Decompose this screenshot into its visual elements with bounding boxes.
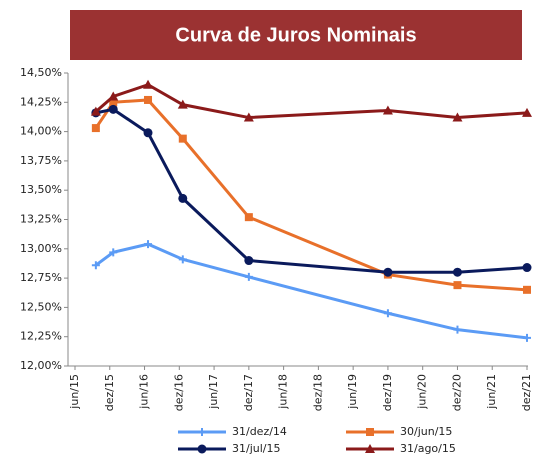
marker xyxy=(452,267,462,277)
x-tick-label: dez/16 xyxy=(172,374,185,411)
marker xyxy=(453,325,462,334)
x-tick-label: dez/17 xyxy=(242,374,255,411)
marker xyxy=(91,261,100,270)
marker xyxy=(144,240,153,249)
x-tick-label: jun/18 xyxy=(277,374,290,410)
title-banner xyxy=(70,10,522,60)
series-line xyxy=(95,107,528,274)
marker xyxy=(244,256,254,266)
marker xyxy=(382,105,393,115)
y-tick-label: 12,00% xyxy=(20,359,62,372)
marker xyxy=(90,106,101,116)
marker xyxy=(178,255,187,264)
legend-label: 31/ago/15 xyxy=(400,442,456,455)
y-tick-label: 12,75% xyxy=(20,271,62,284)
y-tick-label: 12,25% xyxy=(20,330,62,343)
marker xyxy=(522,107,532,117)
y-tick-label: 13,50% xyxy=(20,183,62,196)
marker xyxy=(522,263,532,273)
marker xyxy=(109,98,118,107)
y-tick-label: 12,50% xyxy=(20,300,62,313)
y-tick-label: 14,25% xyxy=(20,95,62,108)
marker xyxy=(453,281,462,290)
marker xyxy=(198,428,206,436)
marker xyxy=(177,99,188,109)
marker xyxy=(91,124,100,133)
y-tick-label: 14,00% xyxy=(20,125,62,138)
series-line xyxy=(94,242,528,340)
marker xyxy=(452,112,463,122)
marker xyxy=(244,213,253,222)
marker xyxy=(143,128,153,138)
x-tick-label: jun/16 xyxy=(138,374,151,410)
marker xyxy=(383,309,392,318)
x-tick-label: jun/15 xyxy=(68,374,81,410)
x-tick-label: jun/20 xyxy=(416,374,429,410)
marker xyxy=(383,267,393,277)
marker xyxy=(243,112,254,122)
legend-label: 31/dez/14 xyxy=(232,425,287,438)
marker xyxy=(144,95,153,104)
series-line xyxy=(94,83,528,120)
y-tick-label: 13,75% xyxy=(20,154,62,167)
x-tick-label: jun/19 xyxy=(346,374,359,410)
x-tick-label: dez/19 xyxy=(381,374,394,411)
y-tick-label: 14,50% xyxy=(20,66,62,79)
x-tick-label: jun/17 xyxy=(207,374,220,410)
marker xyxy=(197,444,207,454)
y-tick-label: 13,00% xyxy=(20,242,62,255)
marker xyxy=(244,272,253,281)
x-tick-label: jun/21 xyxy=(485,374,498,410)
x-tick-label: dez/15 xyxy=(103,374,116,411)
series-line xyxy=(94,98,528,292)
x-tick-label: dez/21 xyxy=(520,374,533,411)
legend-label: 30/jun/15 xyxy=(400,425,452,438)
x-tick-label: dez/18 xyxy=(311,374,324,411)
marker xyxy=(108,91,119,101)
marker xyxy=(108,104,118,114)
marker xyxy=(178,193,188,203)
x-tick-label: dez/20 xyxy=(450,374,463,411)
y-tick-label: 13,25% xyxy=(20,213,62,226)
marker xyxy=(143,79,154,89)
marker xyxy=(178,134,187,143)
marker xyxy=(523,285,531,294)
marker xyxy=(523,333,531,342)
marker xyxy=(365,444,375,453)
legend-label: 31/jul/15 xyxy=(232,442,281,455)
chart-title: Curva de Juros Nominais xyxy=(175,24,416,46)
marker xyxy=(109,248,118,257)
marker xyxy=(366,428,374,436)
